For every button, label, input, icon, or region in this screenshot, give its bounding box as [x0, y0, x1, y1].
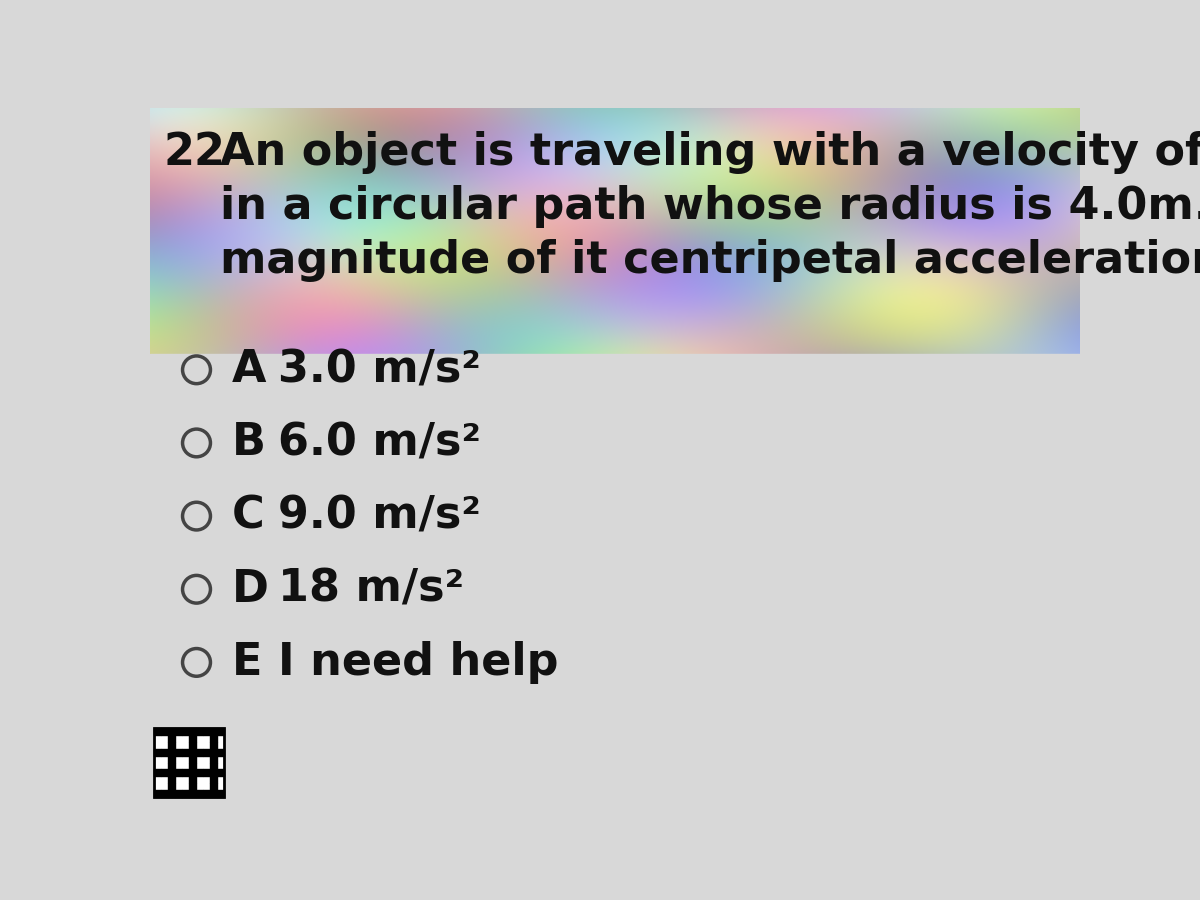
Bar — [154, 728, 223, 797]
Bar — [175, 749, 181, 756]
Bar — [168, 734, 175, 742]
Bar — [210, 742, 217, 749]
Text: 18 m/s²: 18 m/s² — [278, 568, 464, 611]
Bar — [210, 734, 217, 742]
Text: I need help: I need help — [278, 641, 558, 684]
Bar — [154, 770, 161, 777]
Bar — [168, 728, 175, 734]
Bar — [175, 770, 181, 777]
Bar — [188, 728, 196, 734]
Bar — [210, 762, 217, 770]
Text: 6.0 m/s²: 6.0 m/s² — [278, 421, 481, 464]
Bar — [203, 790, 210, 797]
Bar — [188, 756, 196, 762]
Bar — [188, 777, 196, 783]
Text: A: A — [232, 348, 266, 392]
Bar — [175, 790, 181, 797]
Text: B: B — [232, 421, 265, 464]
Bar — [175, 728, 181, 734]
Bar — [217, 770, 223, 777]
Bar — [210, 770, 217, 777]
Bar — [217, 728, 223, 734]
Bar — [168, 749, 175, 756]
Bar — [203, 770, 210, 777]
Bar — [196, 770, 203, 777]
Bar — [181, 770, 188, 777]
Text: 22: 22 — [164, 131, 226, 174]
Bar — [168, 756, 175, 762]
Text: 3.0 m/s²: 3.0 m/s² — [278, 348, 481, 392]
Bar — [203, 728, 210, 734]
Text: magnitude of it centripetal acceleration?: magnitude of it centripetal acceleration… — [220, 238, 1200, 282]
Bar — [150, 355, 1080, 801]
Bar — [210, 728, 217, 734]
Bar — [188, 734, 196, 742]
Bar — [168, 790, 175, 797]
Bar — [196, 728, 203, 734]
Bar — [168, 770, 175, 777]
Bar — [188, 742, 196, 749]
Text: E: E — [232, 641, 262, 684]
Bar — [168, 742, 175, 749]
Text: An object is traveling with a velocity of 6.0 m/s: An object is traveling with a velocity o… — [220, 131, 1200, 174]
Bar — [161, 790, 168, 797]
Bar — [210, 790, 217, 797]
Bar — [161, 728, 168, 734]
Bar — [161, 770, 168, 777]
Bar — [188, 749, 196, 756]
Bar — [188, 783, 196, 790]
Bar — [181, 790, 188, 797]
Bar — [210, 749, 217, 756]
Text: C: C — [232, 495, 264, 537]
Text: D: D — [232, 568, 269, 611]
Bar — [210, 756, 217, 762]
Bar — [168, 777, 175, 783]
Text: 9.0 m/s²: 9.0 m/s² — [278, 495, 481, 537]
Text: in a circular path whose radius is 4.0m.  What is the: in a circular path whose radius is 4.0m.… — [220, 185, 1200, 228]
Bar — [188, 790, 196, 797]
Bar — [210, 777, 217, 783]
Bar — [217, 790, 223, 797]
Bar — [154, 749, 161, 756]
Bar — [181, 749, 188, 756]
Bar — [196, 790, 203, 797]
Bar — [181, 728, 188, 734]
Bar — [161, 749, 168, 756]
Bar — [217, 749, 223, 756]
Bar — [188, 762, 196, 770]
Bar — [203, 749, 210, 756]
Bar — [168, 783, 175, 790]
Bar — [188, 770, 196, 777]
Bar — [196, 749, 203, 756]
Bar — [154, 728, 223, 797]
Bar — [210, 783, 217, 790]
Bar — [154, 790, 161, 797]
Bar — [168, 762, 175, 770]
Bar — [154, 728, 161, 734]
